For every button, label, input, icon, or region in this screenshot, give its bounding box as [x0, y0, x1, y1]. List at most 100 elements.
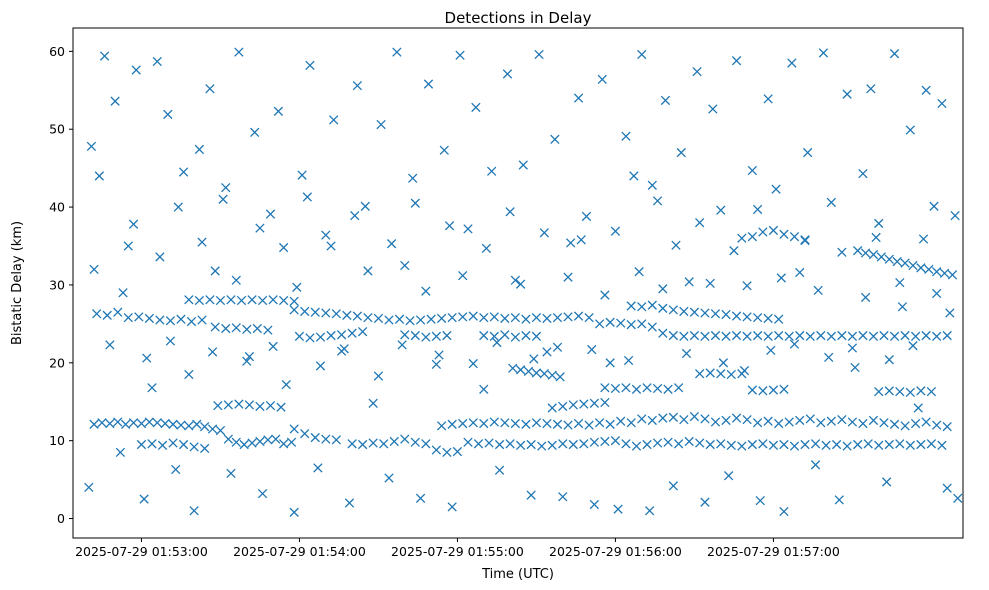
data-point [747, 232, 758, 242]
data-point [937, 98, 947, 109]
data-point [452, 446, 463, 457]
data-point [400, 260, 410, 271]
data-point [573, 93, 584, 103]
data-point [386, 239, 397, 249]
data-point [521, 419, 531, 429]
data-point [539, 228, 549, 238]
data-point [689, 411, 700, 422]
data-point [207, 347, 218, 357]
data-point [945, 308, 955, 318]
data-point [716, 439, 726, 449]
data-point [531, 312, 542, 323]
data-point [352, 80, 363, 91]
data-point [637, 319, 647, 329]
data-point [508, 363, 518, 373]
data-point [774, 418, 784, 429]
data-point [468, 418, 478, 428]
data-point [479, 418, 489, 429]
data-point [373, 371, 384, 381]
data-point [826, 197, 837, 208]
data-point [652, 196, 663, 206]
data-point [134, 312, 144, 322]
data-point [165, 336, 176, 346]
data-point [86, 141, 97, 152]
data-point [642, 383, 652, 393]
data-point [247, 295, 257, 305]
data-point [942, 330, 952, 341]
data-point [895, 386, 905, 397]
data-point [668, 305, 679, 315]
data-point [171, 464, 181, 475]
data-point [584, 420, 594, 430]
data-point [276, 402, 286, 412]
data-point [231, 275, 241, 285]
data-point [189, 506, 199, 516]
data-point [531, 368, 542, 378]
data-point [436, 421, 447, 431]
data-point [600, 436, 610, 447]
data-point [463, 437, 473, 447]
data-point [408, 173, 418, 183]
data-point [236, 295, 247, 306]
data-point [268, 295, 278, 305]
data-point [926, 439, 937, 449]
data-point [221, 323, 231, 334]
data-point [763, 313, 773, 324]
data-point [826, 331, 837, 341]
data-point [492, 337, 502, 348]
data-point [194, 144, 205, 155]
data-point [510, 312, 521, 323]
data-point [716, 369, 726, 379]
data-point [558, 401, 568, 412]
data-point [157, 440, 168, 451]
data-point [289, 296, 299, 306]
data-point [905, 387, 915, 398]
x-axis-label: Time (UTC) [481, 567, 554, 582]
data-point [500, 418, 510, 428]
x-tick-label: 2025-07-29 01:53:00 [75, 544, 208, 559]
data-point [94, 171, 104, 181]
data-point [458, 312, 468, 322]
data-point [547, 403, 557, 413]
data-point [626, 418, 636, 428]
data-point [128, 219, 139, 229]
data-point [136, 439, 147, 450]
data-point [579, 399, 589, 409]
data-point [205, 295, 215, 305]
data-point [329, 115, 339, 125]
data-point [257, 295, 268, 306]
data-point [128, 418, 139, 428]
data-point [397, 340, 407, 350]
data-point [489, 417, 499, 427]
data-point [289, 507, 299, 517]
data-point [858, 330, 868, 341]
data-point [394, 314, 405, 324]
data-point [173, 202, 183, 212]
data-point [763, 331, 773, 341]
data-point [695, 217, 705, 228]
data-point [244, 351, 255, 362]
data-point [663, 384, 673, 394]
data-point [257, 488, 268, 499]
data-point [700, 308, 710, 318]
data-point [113, 307, 123, 317]
data-point [908, 341, 918, 351]
data-point [105, 340, 115, 350]
data-point [610, 436, 621, 446]
data-point [568, 400, 578, 410]
data-point [207, 424, 218, 434]
data-point [360, 201, 370, 211]
data-point [721, 415, 731, 426]
x-tick-label: 2025-07-29 01:55:00 [391, 544, 524, 559]
data-point [563, 312, 573, 322]
data-point [505, 439, 515, 449]
data-point [826, 416, 837, 426]
data-point [552, 419, 563, 429]
data-point [410, 437, 420, 447]
data-point [489, 331, 499, 341]
plot-area-frame [72, 27, 964, 539]
data-point [113, 417, 123, 427]
data-point [250, 127, 260, 137]
data-point [600, 383, 610, 393]
